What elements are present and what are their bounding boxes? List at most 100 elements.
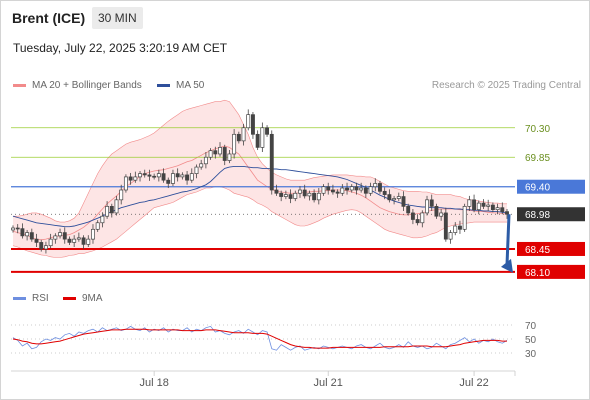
candle-body bbox=[330, 189, 335, 193]
candle-body bbox=[48, 238, 53, 247]
candle-body bbox=[392, 198, 397, 201]
candle-body bbox=[185, 174, 190, 181]
candle-body bbox=[58, 232, 62, 237]
legend-rsi-label: RSI bbox=[32, 293, 49, 304]
candle-body bbox=[467, 199, 472, 207]
candle-body bbox=[100, 215, 105, 224]
candle-body bbox=[298, 189, 302, 194]
candle-body bbox=[67, 238, 72, 243]
candle-body bbox=[490, 204, 495, 211]
level-label-70-30: 70.30 bbox=[525, 124, 550, 135]
candle-body bbox=[123, 176, 128, 191]
candle-body bbox=[152, 175, 157, 178]
legend-ma50-label: MA 50 bbox=[176, 80, 205, 91]
legend-ma9: 9MA bbox=[63, 293, 103, 304]
candle-body bbox=[25, 232, 30, 237]
candle-body bbox=[312, 192, 317, 201]
level-label-69-40: 69.40 bbox=[525, 183, 550, 194]
candle-body bbox=[434, 206, 439, 217]
legend-rsi: RSI bbox=[13, 293, 49, 304]
copyright-text: Research © 2025 Trading Central bbox=[431, 80, 581, 91]
instrument-title: Brent (ICE) bbox=[12, 10, 86, 26]
candle-body bbox=[128, 176, 133, 181]
candle-body bbox=[222, 147, 227, 161]
rsi-line bbox=[12, 325, 508, 351]
candle-body bbox=[486, 204, 491, 207]
candle-body bbox=[363, 187, 368, 194]
x-tick-label: Jul 21 bbox=[314, 377, 343, 389]
candle-body bbox=[265, 127, 270, 135]
candle-body bbox=[340, 187, 345, 194]
candle-body bbox=[227, 153, 232, 161]
candle-body bbox=[114, 199, 119, 214]
candle-body bbox=[429, 199, 434, 207]
candle-body bbox=[189, 173, 194, 181]
candle-body bbox=[171, 173, 175, 184]
candle-body bbox=[180, 174, 185, 178]
candle-body bbox=[194, 166, 199, 174]
level-tag-69-40 bbox=[517, 179, 585, 194]
legend-bollinger-label: MA 20 + Bollinger Bands bbox=[32, 80, 142, 91]
candle-body bbox=[15, 227, 20, 230]
candle-body bbox=[39, 242, 44, 250]
legend-bollinger: MA 20 + Bollinger Bands bbox=[13, 80, 142, 91]
candle-body bbox=[359, 187, 364, 191]
candle-body bbox=[500, 207, 505, 212]
candle-body bbox=[307, 192, 312, 197]
candle-body bbox=[382, 190, 387, 195]
candle-body bbox=[476, 202, 481, 211]
rsi-tick-30: 30 bbox=[525, 349, 537, 360]
candle-body bbox=[81, 237, 86, 245]
candle-body bbox=[62, 232, 67, 240]
candle-body bbox=[458, 225, 462, 230]
bollinger-swatch bbox=[13, 84, 26, 87]
candle-body bbox=[406, 206, 411, 214]
ma50-swatch bbox=[157, 84, 170, 87]
candle-body bbox=[76, 237, 81, 240]
last-price-label: 68.98 bbox=[525, 210, 550, 221]
candle-body bbox=[410, 212, 415, 220]
candle-body bbox=[316, 192, 321, 201]
candle-body bbox=[213, 150, 218, 155]
candle-body bbox=[345, 187, 349, 191]
rsi-swatch bbox=[13, 297, 26, 300]
candle-body bbox=[326, 186, 331, 191]
candle-body bbox=[443, 212, 448, 240]
candle-body bbox=[462, 206, 467, 230]
candle-body bbox=[439, 212, 444, 217]
candle-body bbox=[495, 207, 500, 211]
candle-body bbox=[260, 127, 265, 148]
candle-body bbox=[109, 206, 114, 214]
candle-body bbox=[283, 194, 288, 197]
candle-body bbox=[53, 235, 58, 240]
candle-body bbox=[255, 133, 260, 148]
candle-body bbox=[425, 199, 429, 214]
level-tag-68-10 bbox=[517, 264, 585, 279]
candle-body bbox=[241, 127, 246, 142]
candle-body bbox=[335, 191, 340, 194]
candle-body bbox=[175, 173, 180, 178]
candles-group bbox=[11, 109, 509, 254]
chart-datetime: Tuesday, July 22, 2025 3:20:19 AM CET bbox=[13, 41, 228, 55]
legend-ma9-label: 9MA bbox=[82, 293, 103, 304]
candle-body bbox=[203, 156, 208, 165]
ma50-line bbox=[12, 165, 508, 228]
last-price-tag bbox=[517, 207, 585, 222]
candle-body bbox=[373, 183, 378, 188]
candle-body bbox=[34, 238, 39, 243]
candle-body bbox=[218, 147, 222, 155]
candle-body bbox=[119, 189, 124, 201]
legend-ma50: MA 50 bbox=[157, 80, 204, 91]
rsi-ma9-line bbox=[12, 328, 507, 349]
candle-body bbox=[288, 194, 293, 199]
candle-body bbox=[208, 150, 213, 158]
x-tick-label: Jul 18 bbox=[139, 377, 168, 389]
candle-body bbox=[246, 114, 251, 129]
candle-body bbox=[133, 176, 138, 181]
interval-badge[interactable]: 30 MIN bbox=[92, 7, 143, 29]
candle-body bbox=[199, 163, 204, 168]
bollinger-upper-line bbox=[13, 99, 507, 223]
candle-body bbox=[505, 211, 509, 215]
ma20-line bbox=[12, 145, 508, 241]
